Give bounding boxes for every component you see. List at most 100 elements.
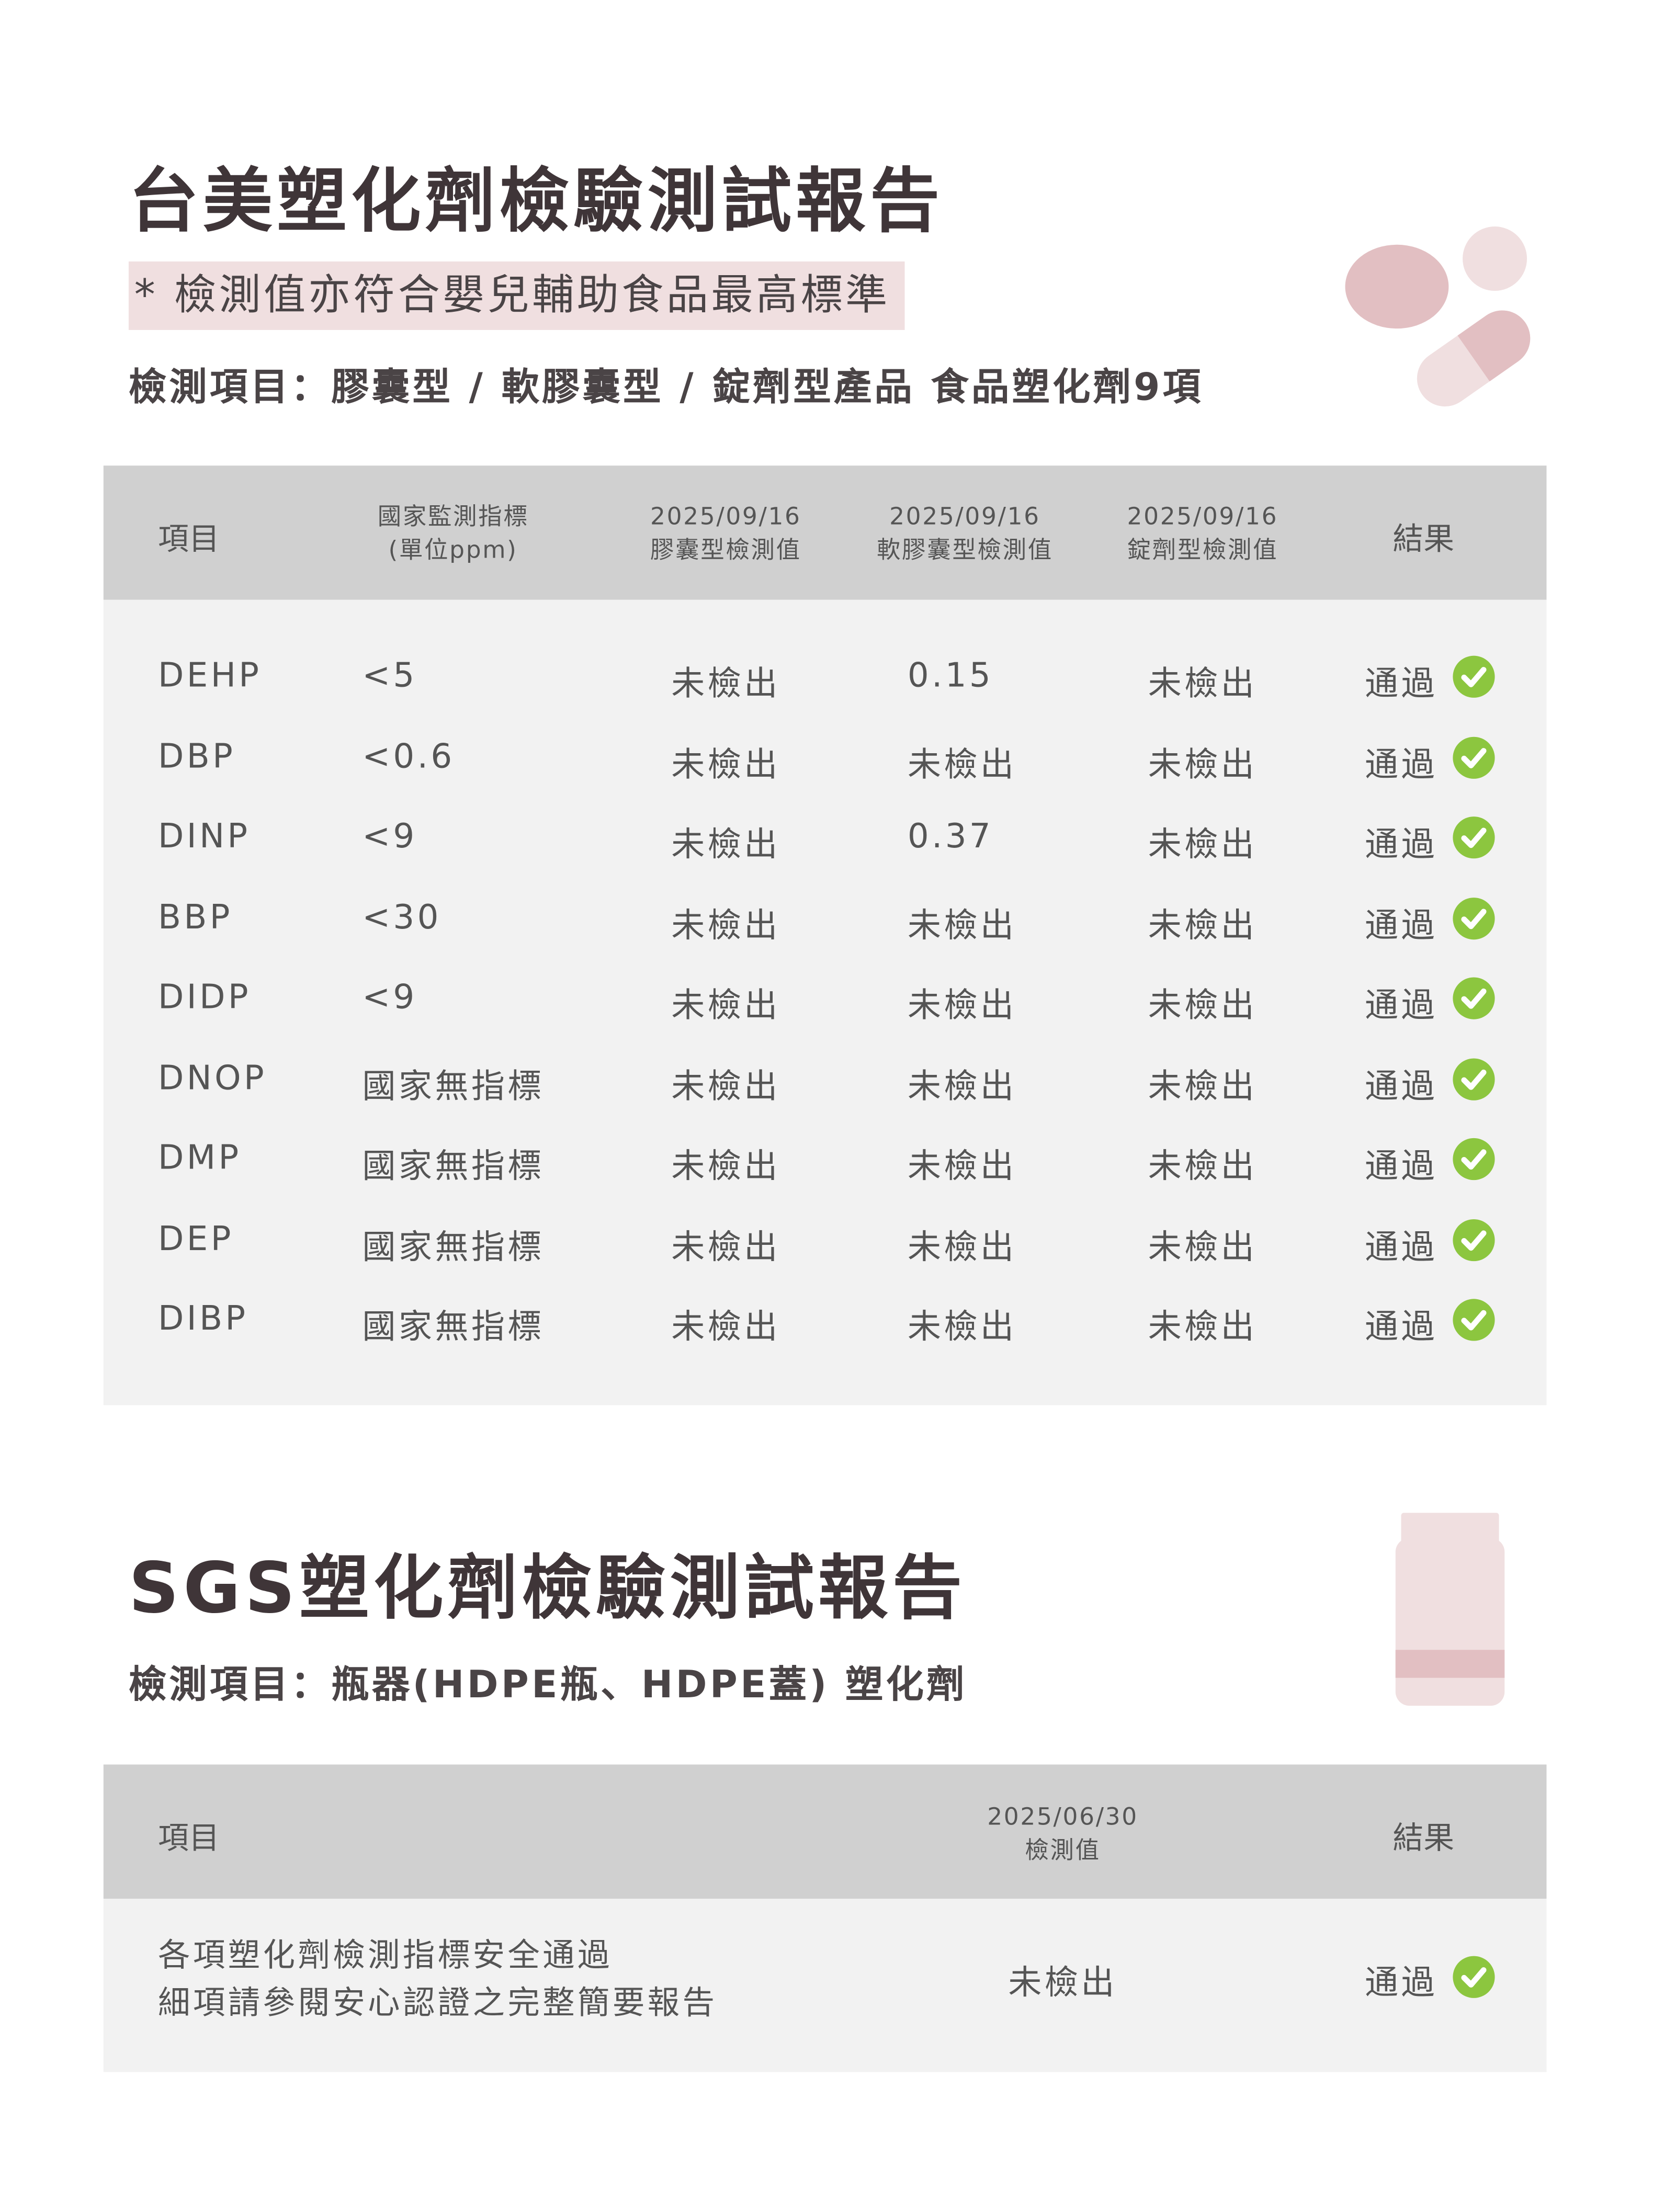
header-standard-line1: 國家監測指標 [377, 503, 529, 531]
row-capsule-value: 未檢出 [671, 744, 780, 784]
header2-item: 項目 [158, 1822, 220, 1857]
check-circle-icon [1453, 736, 1495, 778]
row-capsule-value: 未檢出 [671, 1146, 780, 1186]
row-capsule-value: 未檢出 [671, 1227, 780, 1266]
row-standard: 國家無指標 [362, 1227, 544, 1266]
row-tablet-value: 未檢出 [1148, 664, 1258, 704]
row-softgel-value: 0.37 [907, 816, 994, 856]
table2-item-line1: 各項塑化劑檢測指標安全通過 [158, 1937, 613, 1975]
header-item: 項目 [158, 523, 220, 558]
header-standard-line2: (單位ppm) [388, 537, 518, 565]
row-softgel-value: 0.15 [907, 655, 994, 695]
row-item: BBP [158, 897, 233, 936]
row-standard: <9 [362, 816, 417, 856]
header-capsule: 2025/09/16 膠囊型檢測值 [614, 501, 837, 568]
section1-title: 台美塑化劑檢驗測試報告 [128, 161, 944, 242]
table-row: DEHP <5 未檢出 0.15 未檢出 通過 [104, 655, 1547, 704]
section1-highlight: * 檢測值亦符合嬰兒輔助食品最高標準 [128, 261, 904, 330]
row-result: 通過 [1364, 905, 1437, 945]
row-tablet-value: 未檢出 [1148, 744, 1258, 784]
row-item: DMP [158, 1138, 242, 1177]
row-result: 通過 [1364, 744, 1437, 784]
row-tablet-value: 未檢出 [1148, 1146, 1258, 1186]
table-row: DINP <9 未檢出 0.37 未檢出 通過 [104, 816, 1547, 864]
row-tablet-value: 未檢出 [1148, 1066, 1258, 1106]
section2-subtitle: 檢測項目：瓶器(HDPE瓶、HDPE蓋) 塑化劑 [128, 1663, 967, 1707]
row-standard: 國家無指標 [362, 1066, 544, 1106]
row-item: DEHP [158, 655, 262, 695]
row-softgel-value: 未檢出 [907, 905, 1017, 945]
check-circle-icon [1453, 977, 1495, 1019]
row-tablet-value: 未檢出 [1148, 1307, 1258, 1347]
row-item: DIBP [158, 1299, 248, 1338]
header-result: 結果 [1393, 523, 1455, 558]
header-capsule-date: 2025/09/16 [650, 503, 801, 531]
table-row: DEP 國家無指標 未檢出 未檢出 未檢出 通過 [104, 1218, 1547, 1266]
row-standard: <0.6 [362, 736, 455, 776]
header-tablet-date: 2025/09/16 [1127, 503, 1278, 531]
row-tablet-value: 未檢出 [1148, 1227, 1258, 1266]
table1-header: 項目 國家監測指標 (單位ppm) 2025/09/16 膠囊型檢測值 2025… [103, 466, 1547, 600]
row-item: DIDP [158, 977, 251, 1017]
row-capsule-value: 未檢出 [671, 1066, 780, 1106]
row-tablet-value: 未檢出 [1148, 825, 1258, 864]
check-circle-icon [1453, 1058, 1495, 1100]
table1-body: DEHP <5 未檢出 0.15 未檢出 通過 DBP <0.6 未檢出 未檢出 未檢出 通過 DINP… [103, 599, 1547, 1405]
row-result: 通過 [1364, 1146, 1437, 1186]
check-circle-icon [1453, 1218, 1495, 1261]
table2-item: 各項塑化劑檢測指標安全通過 細項請參閱安心認證之完整簡要報告 [158, 1932, 717, 2027]
row-result: 通過 [1364, 985, 1437, 1025]
pills-icon [1345, 226, 1531, 407]
table-row: DNOP 國家無指標 未檢出 未檢出 未檢出 通過 [104, 1058, 1547, 1105]
row-item: DBP [158, 736, 236, 776]
check-circle-icon [1453, 1299, 1495, 1341]
check-circle-icon [1453, 655, 1495, 698]
table-row: DMP 國家無指標 未檢出 未檢出 未檢出 通過 [104, 1138, 1547, 1186]
header2-value-date: 2025/06/30 [987, 1803, 1138, 1832]
header2-value-label: 檢測值 [1025, 1837, 1101, 1865]
header2-value: 2025/06/30 檢測值 [951, 1801, 1175, 1868]
table2-result: 通過 [1364, 1963, 1437, 2002]
table2-value: 未檢出 [1008, 1963, 1117, 2002]
header-tablet-label: 錠劑型檢測值 [1127, 537, 1278, 565]
header-softgel-date: 2025/09/16 [889, 503, 1040, 531]
row-capsule-value: 未檢出 [671, 825, 780, 864]
row-softgel-value: 未檢出 [907, 1146, 1017, 1186]
row-softgel-value: 未檢出 [907, 1066, 1017, 1106]
header-standard: 國家監測指標 (單位ppm) [334, 501, 572, 568]
row-capsule-value: 未檢出 [671, 985, 780, 1025]
table-row: DIBP 國家無指標 未檢出 未檢出 未檢出 通過 [104, 1299, 1547, 1346]
row-result: 通過 [1364, 1307, 1437, 1347]
table-row: BBP <30 未檢出 未檢出 未檢出 通過 [104, 897, 1547, 945]
header-softgel: 2025/09/16 軟膠囊型檢測值 [846, 501, 1083, 568]
row-item: DNOP [158, 1058, 267, 1097]
row-tablet-value: 未檢出 [1148, 985, 1258, 1025]
check-circle-icon [1453, 1956, 1495, 1998]
row-softgel-value: 未檢出 [907, 744, 1017, 784]
section2-title: SGS塑化劑檢驗測試報告 [128, 1548, 967, 1629]
header2-result: 結果 [1393, 1822, 1455, 1857]
row-item: DEP [158, 1218, 234, 1258]
row-softgel-value: 未檢出 [907, 1227, 1017, 1266]
header-capsule-label: 膠囊型檢測值 [650, 537, 801, 565]
bottle-icon [1395, 1513, 1505, 1706]
table-row: DIDP <9 未檢出 未檢出 未檢出 通過 [104, 977, 1547, 1025]
table2-item-line2: 細項請參閱安心認證之完整簡要報告 [158, 1985, 718, 2022]
row-capsule-value: 未檢出 [671, 1307, 780, 1347]
table-row: DBP <0.6 未檢出 未檢出 未檢出 通過 [104, 736, 1547, 784]
row-standard: 國家無指標 [362, 1307, 544, 1347]
check-circle-icon [1453, 897, 1495, 939]
row-capsule-value: 未檢出 [671, 664, 780, 704]
table2-body: 各項塑化劑檢測指標安全通過 細項請參閱安心認證之完整簡要報告 未檢出 通過 [103, 1899, 1547, 2072]
check-circle-icon [1453, 1138, 1495, 1181]
row-result: 通過 [1364, 1227, 1437, 1266]
section1-subtitle: 檢測項目：膠囊型 / 軟膠囊型 / 錠劑型產品 食品塑化劑9項 [128, 366, 1204, 410]
row-softgel-value: 未檢出 [907, 1307, 1017, 1347]
row-tablet-value: 未檢出 [1148, 905, 1258, 945]
row-standard: <9 [362, 977, 417, 1017]
row-result: 通過 [1364, 664, 1437, 704]
row-standard: <5 [362, 655, 417, 695]
row-softgel-value: 未檢出 [907, 985, 1017, 1025]
row-standard: <30 [362, 897, 442, 936]
